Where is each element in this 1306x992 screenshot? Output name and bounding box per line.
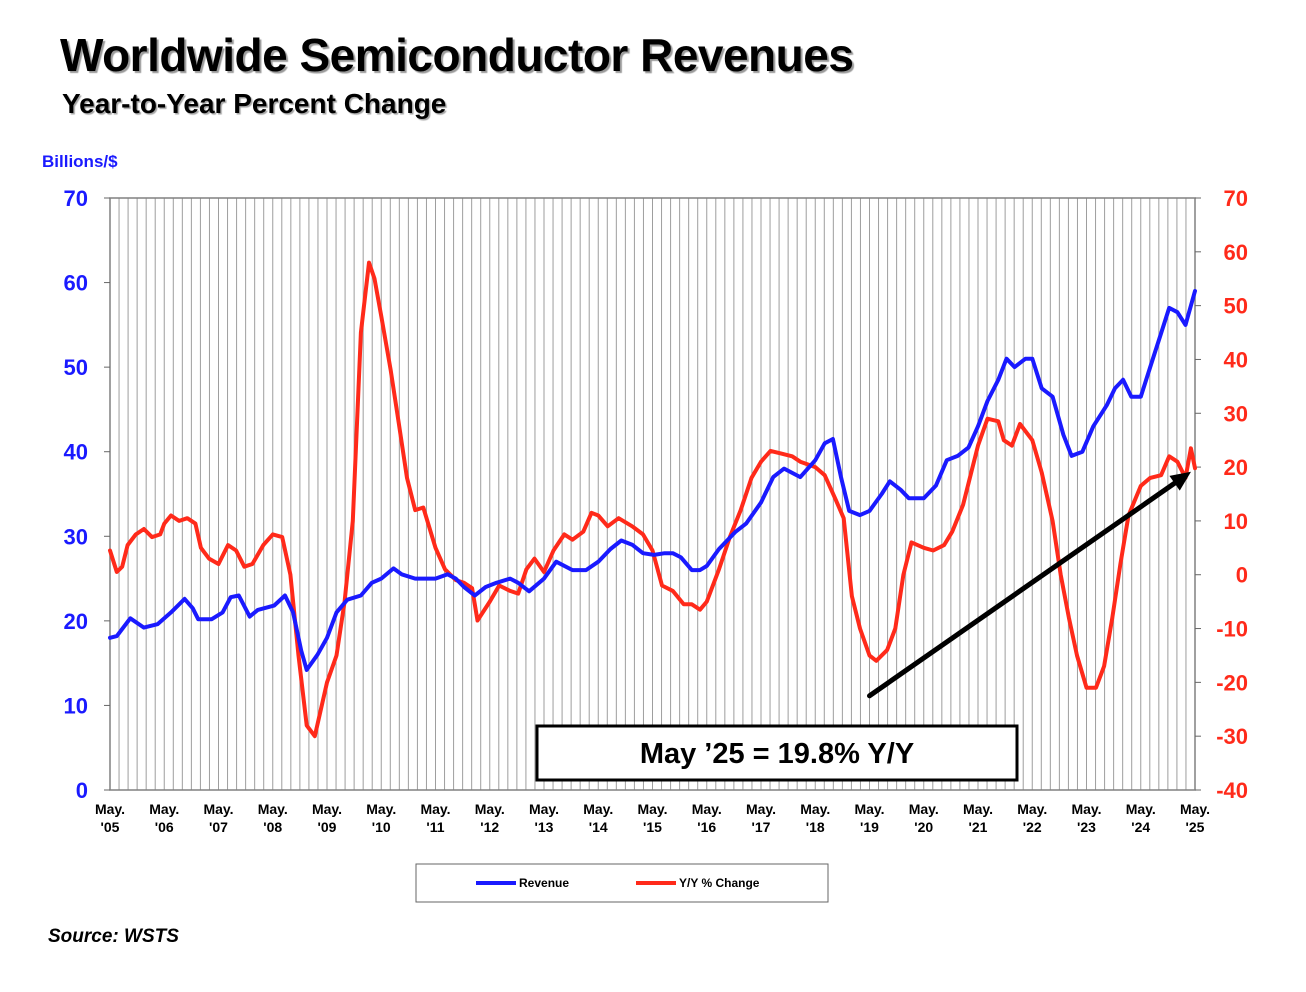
right-tick-label: 30	[1224, 401, 1248, 426]
right-tick-label: 60	[1224, 240, 1248, 265]
x-tick-label-year: '08	[263, 819, 282, 835]
x-tick-label-month: May.	[312, 801, 342, 817]
right-tick-label: 20	[1224, 455, 1248, 480]
chart-title: Worldwide Semiconductor Revenues	[60, 29, 854, 81]
x-tick-label-month: May.	[854, 801, 884, 817]
x-axis-ticks: May. '05 May. '06 May. '07 May. '08 May. '09 May. '…	[95, 801, 1210, 835]
annotation-box: May ’25 = 19.8% Y/Y	[535, 724, 1019, 782]
x-tick-label-month: May.	[529, 801, 559, 817]
x-tick-label-month: May.	[203, 801, 233, 817]
x-tick-label-month: May.	[637, 801, 667, 817]
legend-yoy-label: Y/Y % Change	[679, 876, 760, 890]
series-lines	[108, 260, 1197, 739]
x-tick-label-year: '12	[480, 819, 499, 835]
x-tick-label-month: May.	[475, 801, 505, 817]
x-tick-label-year: '07	[209, 819, 228, 835]
x-tick-label-year: '10	[372, 819, 391, 835]
yoy-change-line	[108, 260, 1197, 739]
left-tick-label: 60	[64, 271, 88, 296]
left-tick-label: 30	[64, 524, 88, 549]
x-tick-label-year: '23	[1077, 819, 1096, 835]
x-tick-label-month: May.	[366, 801, 396, 817]
x-tick-label-month: May.	[1017, 801, 1047, 817]
x-tick-label-year: '17	[752, 819, 771, 835]
x-tick-label-month: May.	[746, 801, 776, 817]
arrow-head	[1169, 471, 1191, 491]
x-tick-label-year: '05	[101, 819, 120, 835]
trend-arrow	[867, 471, 1191, 699]
left-tick-label: 20	[64, 609, 88, 634]
x-tick-label-year: '06	[155, 819, 174, 835]
x-tick-label-month: May.	[583, 801, 613, 817]
right-tick-label: -30	[1216, 724, 1248, 749]
x-tick-label-month: May.	[692, 801, 722, 817]
right-tick-label: 40	[1224, 347, 1248, 372]
x-tick-label-year: '18	[806, 819, 825, 835]
legend-revenue-label: Revenue	[519, 876, 569, 890]
right-tick-label: 50	[1224, 294, 1248, 319]
x-tick-label-month: May.	[95, 801, 125, 817]
right-tick-label: -40	[1216, 778, 1248, 803]
x-tick-label-year: '19	[860, 819, 879, 835]
x-tick-label-year: '14	[589, 819, 608, 835]
left-tick-label: 50	[64, 355, 88, 380]
x-tick-label-year: '13	[535, 819, 554, 835]
x-tick-label-month: May.	[800, 801, 830, 817]
x-tick-label-year: '25	[1186, 819, 1205, 835]
x-tick-label-month: May.	[258, 801, 288, 817]
x-tick-label-month: May.	[1126, 801, 1156, 817]
chart-grid	[109, 198, 1196, 790]
left-axis-unit-label: Billions/$	[42, 152, 118, 171]
source-note: Source: WSTS	[48, 926, 179, 947]
right-tick-label: 10	[1224, 509, 1248, 534]
left-tick-label: 10	[64, 693, 88, 718]
x-tick-label-month: May.	[909, 801, 939, 817]
x-tick-label-year: '16	[697, 819, 716, 835]
annotation-text: May ’25 = 19.8% Y/Y	[640, 738, 914, 770]
revenue-line	[108, 289, 1197, 672]
arrow-shaft	[867, 480, 1178, 699]
x-tick-label-year: '22	[1023, 819, 1042, 835]
right-tick-label: 70	[1224, 186, 1248, 211]
right-tick-label: 0	[1236, 563, 1248, 588]
right-axis-ticks: -40 -30 -20 -10 0 10 20 30 40 50 60 70	[1195, 186, 1248, 803]
x-tick-label-year: '20	[914, 819, 933, 835]
left-tick-label: 0	[76, 778, 88, 803]
x-tick-label-year: '24	[1131, 819, 1150, 835]
left-axis-ticks: 0 10 20 30 40 50 60 70	[64, 186, 110, 803]
left-tick-label: 40	[64, 440, 88, 465]
x-tick-label-month: May.	[1071, 801, 1101, 817]
right-tick-label: -10	[1216, 617, 1248, 642]
chart-subtitle: Year-to-Year Percent Change	[62, 88, 447, 119]
left-tick-label: 70	[64, 186, 88, 211]
x-tick-label-year: '09	[318, 819, 337, 835]
x-tick-label-year: '15	[643, 819, 662, 835]
legend: Revenue Y/Y % Change	[415, 863, 829, 903]
plot-frame	[109, 197, 1196, 791]
x-tick-label-year: '21	[969, 819, 988, 835]
right-tick-label: -20	[1216, 670, 1248, 695]
x-tick-label-month: May.	[149, 801, 179, 817]
x-tick-label-year: '11	[426, 819, 444, 835]
x-tick-label-month: May.	[963, 801, 993, 817]
x-tick-label-month: May.	[420, 801, 450, 817]
x-tick-label-month: May.	[1180, 801, 1210, 817]
